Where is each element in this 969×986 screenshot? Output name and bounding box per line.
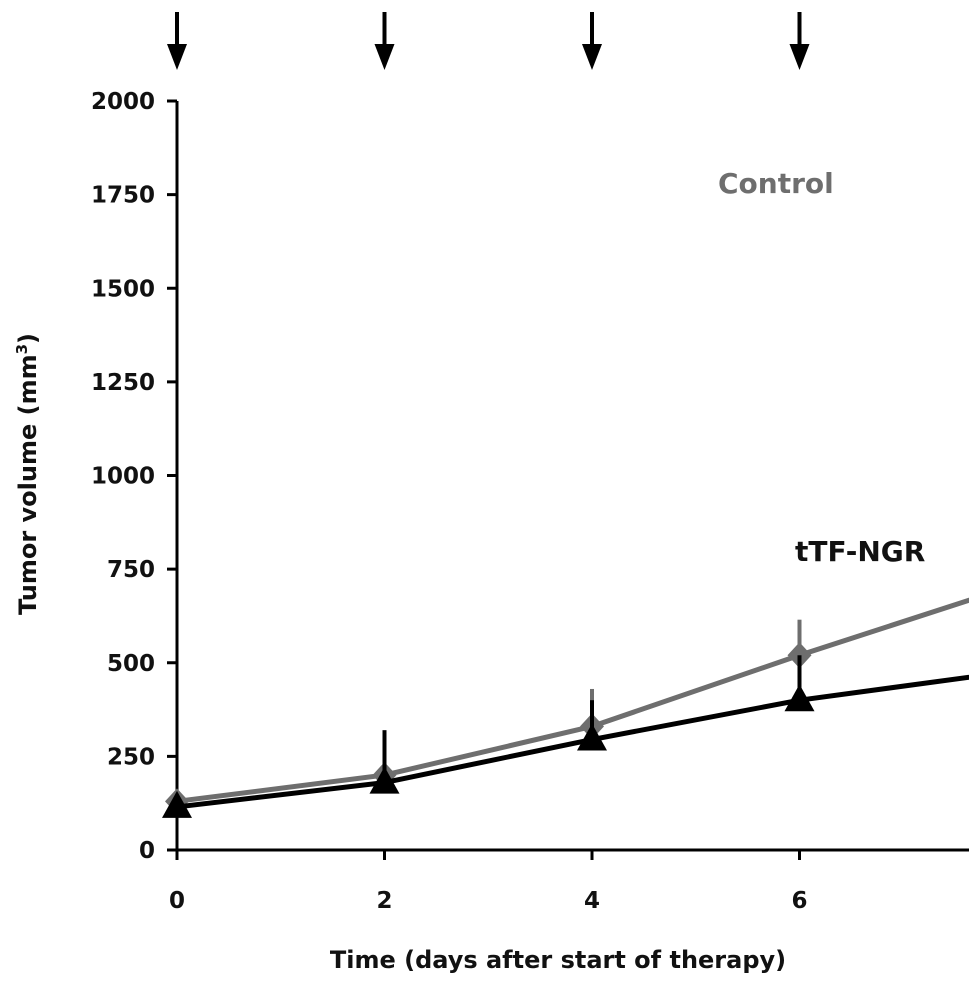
x-axis-title: Time (days after start of therapy) bbox=[330, 946, 786, 974]
treatment-arrows bbox=[167, 12, 969, 70]
y-tick-label: 2000 bbox=[91, 89, 155, 115]
down-arrow-icon bbox=[167, 12, 187, 70]
down-arrow-icon bbox=[582, 12, 602, 70]
down-arrow-icon bbox=[790, 12, 810, 70]
x-tick-label: 0 bbox=[169, 888, 185, 914]
y-tick-label: 1750 bbox=[91, 183, 155, 209]
y-tick-label: 1250 bbox=[91, 370, 155, 396]
y-axis-title: Tumor volume (mm3) bbox=[13, 333, 42, 615]
y-tick-label: 1500 bbox=[91, 276, 155, 302]
down-arrow-icon bbox=[375, 12, 395, 70]
x-tick-label: 6 bbox=[791, 888, 807, 914]
y-tick-label: 1000 bbox=[91, 464, 155, 490]
x-tick-label: 2 bbox=[376, 888, 392, 914]
series-ttf-ngr bbox=[162, 371, 969, 818]
series-line bbox=[177, 185, 969, 801]
y-axis-title-superscript: 3 bbox=[13, 344, 31, 354]
arrow-head bbox=[375, 44, 395, 70]
arrow-head bbox=[167, 44, 187, 70]
series-label-control: Control bbox=[718, 167, 834, 200]
y-tick-label: 250 bbox=[107, 744, 155, 770]
y-tick-label: 750 bbox=[107, 557, 155, 583]
y-tick-label: 500 bbox=[107, 651, 155, 677]
arrow-head bbox=[790, 44, 810, 70]
series-control bbox=[165, 123, 969, 814]
series-layer: * bbox=[162, 123, 969, 817]
series-line bbox=[177, 421, 969, 807]
series-label-ttf-ngr: tTF-NGR bbox=[795, 535, 925, 568]
y-tick-label: 0 bbox=[139, 838, 155, 864]
axes: 0250500750100012501500175020000246810121… bbox=[91, 89, 969, 914]
x-tick-label: 4 bbox=[584, 888, 600, 914]
arrow-head bbox=[582, 44, 602, 70]
